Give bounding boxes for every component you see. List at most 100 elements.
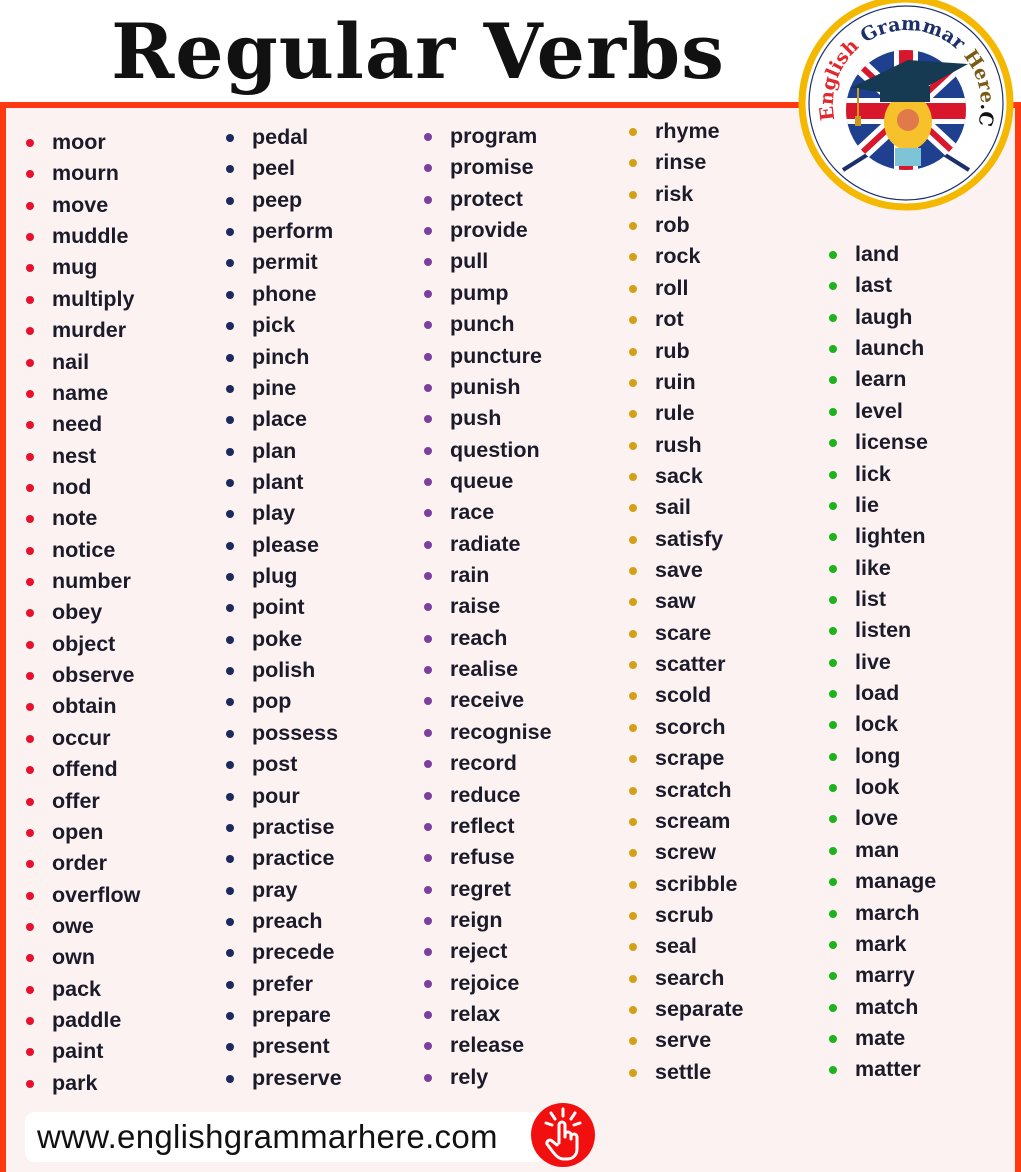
- verb-list-item: mug: [26, 252, 140, 283]
- verb-list-item: land: [829, 239, 936, 270]
- verb-text: number: [52, 569, 131, 594]
- verb-list-item: reflect: [424, 811, 552, 842]
- verb-list-item: scratch: [629, 775, 743, 806]
- verb-list-item: raise: [424, 591, 552, 622]
- verb-text: scrape: [655, 746, 725, 771]
- bullet-icon: [424, 321, 432, 330]
- bullet-icon: [629, 1068, 637, 1077]
- bullet-icon: [424, 979, 432, 988]
- bullet-icon: [226, 541, 234, 550]
- verb-text: rush: [655, 432, 702, 457]
- verb-list-item: nail: [26, 347, 140, 378]
- bullet-icon: [424, 415, 432, 424]
- verb-list-item: matter: [829, 1054, 936, 1085]
- verb-list-item: play: [226, 498, 342, 529]
- verb-list-item: permit: [226, 247, 342, 278]
- verb-list-item: lick: [829, 459, 936, 490]
- verb-text: learn: [855, 367, 907, 392]
- bullet-icon: [829, 815, 837, 824]
- bullet-icon: [226, 1012, 234, 1021]
- verb-list-item: risk: [629, 179, 743, 210]
- graduation-cap-icon: [850, 60, 968, 126]
- verb-list-item: obey: [26, 597, 140, 628]
- bullet-icon: [629, 222, 637, 231]
- verb-list-item: rush: [629, 430, 743, 461]
- bullet-icon: [226, 259, 234, 268]
- verb-list-item: reduce: [424, 780, 552, 811]
- verb-text: search: [655, 965, 725, 990]
- bullet-icon: [424, 791, 432, 800]
- verb-text: obtain: [52, 694, 117, 719]
- verb-list-item: multiply: [26, 284, 140, 315]
- website-url[interactable]: www.englishgrammarhere.com: [37, 1118, 498, 1155]
- verb-text: ruin: [655, 369, 696, 394]
- verb-list-item: rule: [629, 398, 743, 429]
- verb-list-item: scrape: [629, 743, 743, 774]
- verb-text: name: [52, 380, 109, 405]
- verb-text: lock: [855, 712, 899, 737]
- bullet-icon: [424, 227, 432, 236]
- bullet-icon: [829, 376, 837, 385]
- bullet-icon: [226, 196, 234, 205]
- bullet-icon: [226, 478, 234, 487]
- bullet-icon: [629, 378, 637, 387]
- verb-list-item: point: [226, 592, 342, 623]
- bullet-icon: [629, 284, 637, 293]
- verb-list-item: scorch: [629, 712, 743, 743]
- verb-text: man: [855, 837, 900, 862]
- verb-text: overflow: [52, 882, 141, 907]
- bullet-icon: [629, 817, 637, 826]
- bullet-icon: [424, 916, 432, 925]
- bullet-icon: [26, 483, 34, 492]
- bullet-icon: [424, 603, 432, 612]
- bullet-icon: [424, 446, 432, 455]
- verb-list-item: list: [829, 584, 936, 615]
- bullet-icon: [424, 1073, 432, 1082]
- verb-list-item: practice: [226, 843, 342, 874]
- verb-list-item: scrub: [629, 900, 743, 931]
- verb-text: list: [855, 586, 887, 611]
- verb-text: lighten: [855, 524, 926, 549]
- verb-list-item: pump: [424, 278, 552, 309]
- pointing-hand-icon[interactable]: [531, 1103, 595, 1167]
- bullet-icon: [424, 697, 432, 706]
- verb-list-item: obtain: [26, 691, 140, 722]
- verb-list-item: poke: [226, 624, 342, 655]
- verb-text: program: [450, 124, 538, 148]
- verb-text: separate: [655, 997, 744, 1022]
- bullet-icon: [829, 752, 837, 761]
- verb-text: play: [252, 501, 296, 526]
- verb-list-item: long: [829, 741, 936, 772]
- verb-text: pop: [252, 689, 292, 714]
- bullet-icon: [26, 609, 34, 618]
- bullet-icon: [26, 201, 34, 210]
- verb-list-item: save: [629, 555, 743, 586]
- verb-list-item: owe: [26, 911, 140, 942]
- verb-list-item: muddle: [26, 221, 140, 252]
- verb-text: open: [52, 819, 104, 844]
- bullet-icon: [629, 911, 637, 920]
- bullet-icon: [829, 470, 837, 479]
- verb-list-item: like: [829, 553, 936, 584]
- verb-list-item: note: [26, 503, 140, 534]
- bullet-icon: [226, 134, 234, 142]
- verb-column-4: rhyme rinse risk rob rock roll rot rub ruin rule r…: [629, 116, 743, 1088]
- verb-list-item: rejoice: [424, 968, 552, 999]
- verb-text: save: [655, 558, 703, 583]
- bullet-icon: [26, 421, 34, 430]
- bullet-icon: [424, 728, 432, 737]
- bullet-icon: [629, 974, 637, 983]
- bullet-icon: [226, 667, 234, 676]
- bullet-icon: [629, 128, 637, 136]
- verb-list-item: release: [424, 1030, 552, 1061]
- verb-text: notice: [52, 537, 116, 562]
- verb-text: license: [855, 430, 928, 455]
- bullet-icon: [26, 640, 34, 649]
- verb-text: relax: [450, 1002, 501, 1027]
- verb-text: sail: [655, 495, 691, 520]
- verb-text: recognise: [450, 719, 552, 744]
- verb-text: plant: [252, 469, 304, 494]
- verb-text: rock: [655, 244, 701, 269]
- verb-list-item: practise: [226, 812, 342, 843]
- verb-text: satisfy: [655, 526, 724, 551]
